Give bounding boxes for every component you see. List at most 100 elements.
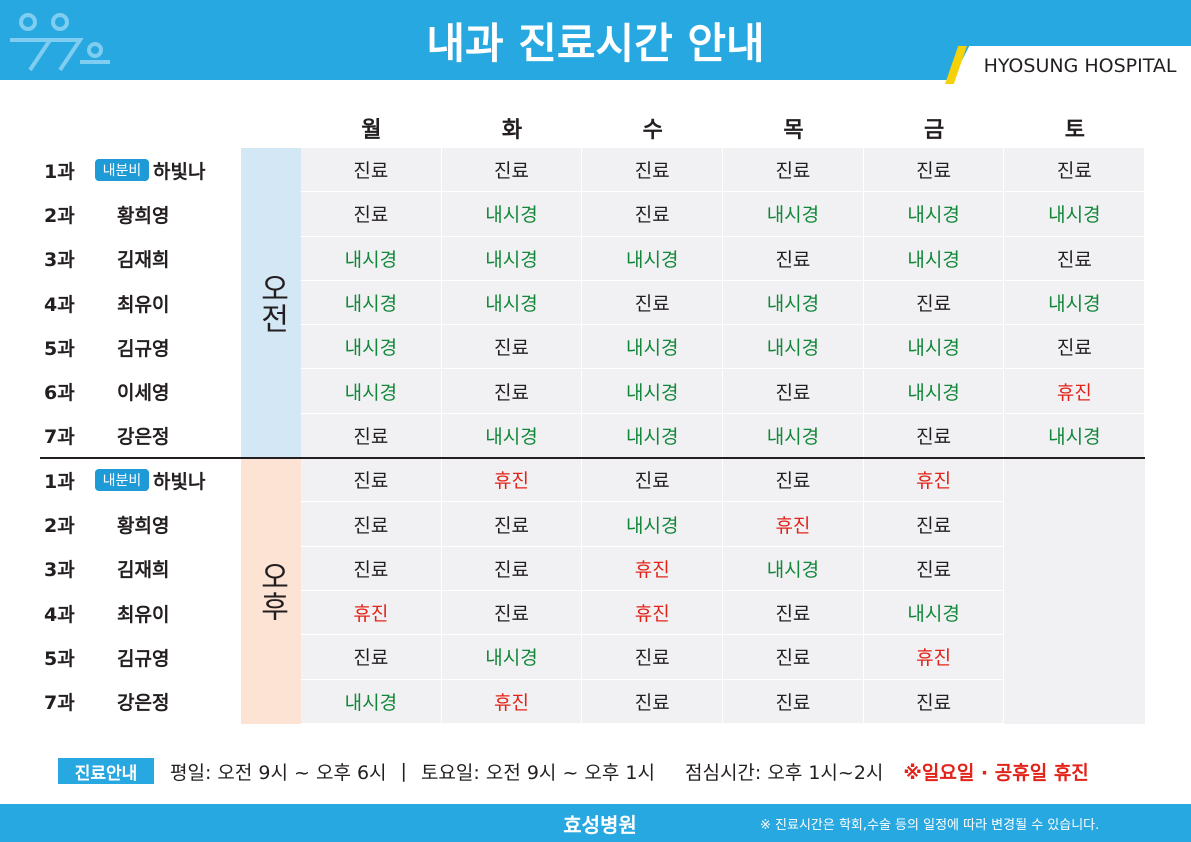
session-cell: 오후 xyxy=(241,458,301,724)
grid-bg xyxy=(301,148,1146,459)
doctor: 강은정 xyxy=(117,692,170,715)
schedule-cell: 내시경 xyxy=(723,280,864,326)
session-cell: 오전 xyxy=(241,148,301,459)
doctor: 김재희 xyxy=(117,249,170,272)
schedule-cell: 내시경 xyxy=(1004,413,1146,459)
dept: 5과 xyxy=(44,337,75,360)
schedule-cell: 진료 xyxy=(582,458,724,503)
schedule-cell: 내시경 xyxy=(441,280,583,326)
schedule-cell: 진료 xyxy=(441,325,583,370)
schedule-cell: 진료 xyxy=(723,236,864,281)
schedule-cell: 내시경 xyxy=(441,236,583,281)
schedule-cell: 진료 xyxy=(441,502,583,547)
doctor: 최유이 xyxy=(117,603,170,626)
schedule-cell: 진료 xyxy=(723,148,864,193)
badge: 내분비 xyxy=(95,469,149,492)
schedule-cell: 내시경 xyxy=(441,635,583,680)
schedule-cell: 진료 xyxy=(441,148,583,193)
badge: 내분비 xyxy=(95,159,149,181)
schedule-cell: 진료 xyxy=(301,458,442,503)
schedule-cell: 진료 xyxy=(441,546,583,591)
dept: 4과 xyxy=(44,603,75,626)
schedule-cell: 진료 xyxy=(723,679,864,724)
dept: 7과 xyxy=(44,692,75,715)
title: 내과 진료시간 안내 xyxy=(426,18,765,68)
schedule-cell: 진료 xyxy=(582,192,724,237)
schedule-cell: 휴진 xyxy=(301,591,442,636)
day-header: 토 xyxy=(1064,118,1085,143)
divider xyxy=(40,457,1145,460)
schedule-cell: 휴진 xyxy=(1004,369,1146,414)
schedule-cell: 진료 xyxy=(301,413,442,459)
dept: 4과 xyxy=(44,293,75,316)
doctor: 김재희 xyxy=(117,559,170,582)
schedule-cell: 내시경 xyxy=(582,502,724,547)
schedule-cell: 내시경 xyxy=(441,413,583,459)
schedule-cell: 진료 xyxy=(582,280,724,326)
schedule-cell: 내시경 xyxy=(863,192,1005,237)
schedule-cell: 진료 xyxy=(863,280,1005,326)
schedule-cell: 진료 xyxy=(301,192,442,237)
schedule-cell: 진료 xyxy=(301,502,442,547)
footer-note: ※ 진료시간은 학회,수술 등의 일정에 따라 변경될 수 있습니다. xyxy=(760,817,1100,833)
schedule-cell: 내시경 xyxy=(582,325,724,370)
schedule-cell: 휴진 xyxy=(582,591,724,636)
schedule-cell: 진료 xyxy=(723,635,864,680)
day-header: 목 xyxy=(783,118,804,143)
schedule-cell: 내시경 xyxy=(301,325,442,370)
schedule-cell: 내시경 xyxy=(723,413,864,459)
schedule-cell: 내시경 xyxy=(863,369,1005,414)
schedule-cell: 진료 xyxy=(1004,325,1146,370)
dept: 3과 xyxy=(44,249,75,272)
schedule-cell: 진료 xyxy=(863,413,1005,459)
doctor: 이세영 xyxy=(117,382,170,405)
footer-band xyxy=(0,804,1191,842)
schedule-cell: 진료 xyxy=(863,148,1005,193)
schedule-cell: 진료 xyxy=(723,458,864,503)
schedule-cell: 내시경 xyxy=(301,679,442,724)
schedule-cell: 내시경 xyxy=(863,325,1005,370)
schedule-cell: 진료 xyxy=(723,591,864,636)
schedule-cell: 내시경 xyxy=(582,369,724,414)
hospital-name: HYOSUNG HOSPITAL xyxy=(983,55,1177,77)
schedule-cell: 진료 xyxy=(301,148,442,193)
dept: 3과 xyxy=(44,559,75,582)
doctor: 최유이 xyxy=(117,293,170,316)
closed-note: ※일요일 · 공휴일 휴진 xyxy=(903,761,1089,784)
schedule-cell: 진료 xyxy=(863,546,1005,591)
schedule-cell: 내시경 xyxy=(301,280,442,326)
schedule-cell: 휴진 xyxy=(441,679,583,724)
schedule-cell: 내시경 xyxy=(441,192,583,237)
hospital-box xyxy=(950,46,1191,84)
schedule-cell: 진료 xyxy=(723,369,864,414)
dept: 7과 xyxy=(44,426,75,449)
schedule-cell: 휴진 xyxy=(582,546,724,591)
dept: 5과 xyxy=(44,647,75,670)
doctor: 김규영 xyxy=(117,647,170,670)
schedule-cell: 내시경 xyxy=(1004,280,1146,326)
schedule-cell: 진료 xyxy=(1004,148,1146,193)
schedule-cell: 내시경 xyxy=(863,236,1005,281)
schedule-cell: 진료 xyxy=(441,369,583,414)
dept: 2과 xyxy=(44,204,75,227)
schedule-cell: 진료 xyxy=(863,502,1005,547)
lunch-hours: 점심시간: 오후 1시~2시 xyxy=(684,761,884,784)
schedule-cell: 휴진 xyxy=(863,458,1005,503)
schedule-cell: 내시경 xyxy=(301,369,442,414)
schedule-cell: 휴진 xyxy=(863,635,1005,680)
day-header: 화 xyxy=(501,118,523,143)
schedule-cell: 진료 xyxy=(582,635,724,680)
dept: 2과 xyxy=(44,515,75,538)
info-badge: 진료안내 xyxy=(58,758,154,784)
schedule-cell: 내시경 xyxy=(582,413,724,459)
schedule-cell: 진료 xyxy=(301,546,442,591)
separator: | xyxy=(400,760,407,782)
doctor: 강은정 xyxy=(117,426,170,449)
doctor: 황희영 xyxy=(117,204,170,227)
saturday-hours: 토요일: 오전 9시 ~ 오후 1시 xyxy=(420,761,655,784)
schedule-cell: 내시경 xyxy=(863,591,1005,636)
schedule-cell: 진료 xyxy=(863,679,1005,724)
schedule-cell: 내시경 xyxy=(1004,192,1146,237)
weekday-hours: 평일: 오전 9시 ~ 오후 6시 xyxy=(170,761,387,784)
